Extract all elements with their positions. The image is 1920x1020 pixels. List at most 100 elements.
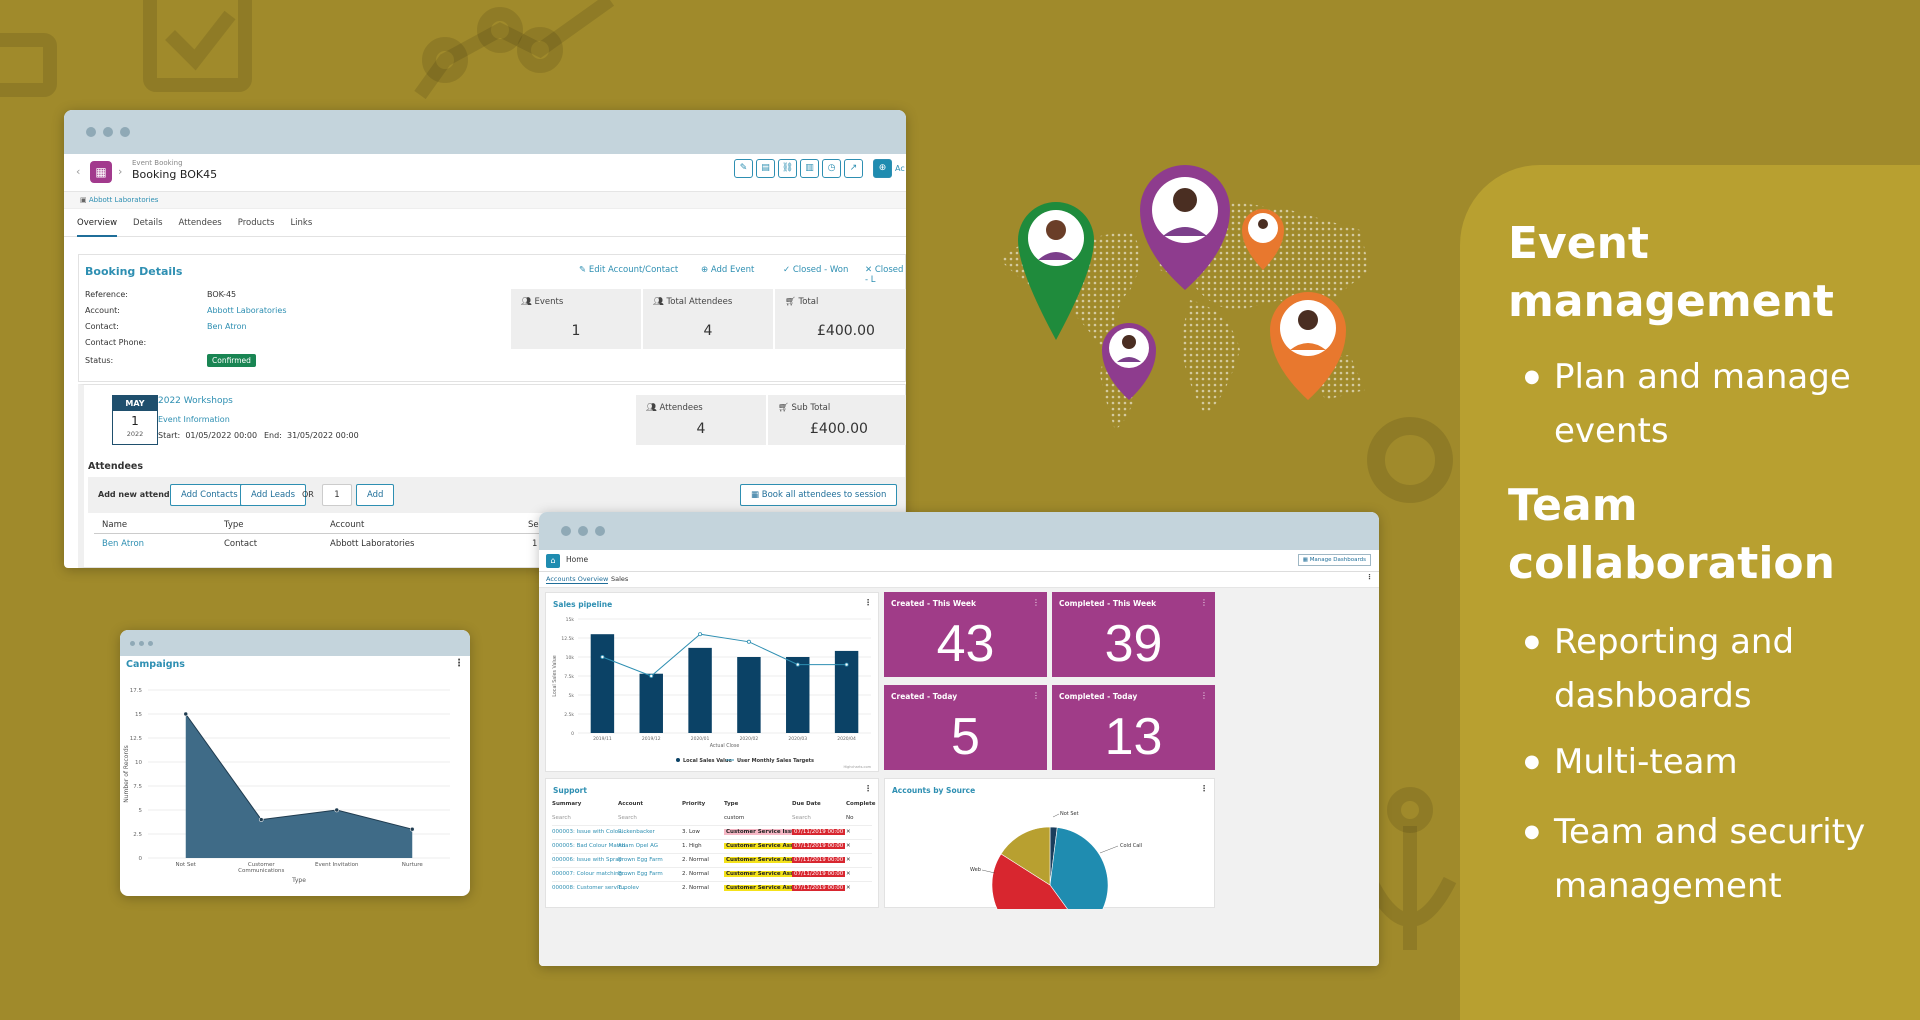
table-row[interactable]: 000008: Customer servic... Tupolev 2. Norm… xyxy=(552,881,872,895)
add-leads-button[interactable]: Add Leads xyxy=(240,484,307,506)
data-point[interactable] xyxy=(600,655,605,660)
bar[interactable] xyxy=(737,657,761,733)
kpi-tile-completed-week[interactable]: Completed - This Week ⋮ 39 xyxy=(1052,592,1215,677)
summary-link[interactable]: 000008: Customer servic... xyxy=(552,885,627,891)
related-account-link[interactable]: ▣ Abbott Laboratories xyxy=(64,192,906,209)
data-point[interactable] xyxy=(649,674,654,679)
event-name-link[interactable]: 2022 Workshops xyxy=(158,396,233,406)
col-sessions[interactable]: Sess xyxy=(528,520,548,530)
pie-slice-other[interactable] xyxy=(1000,826,1051,886)
summary-link[interactable]: 000006: Issue with Spray xyxy=(552,857,622,863)
tab-links[interactable]: Links xyxy=(290,217,313,228)
col-name[interactable]: Name xyxy=(102,520,128,530)
next-record-arrow-icon[interactable]: › xyxy=(118,165,123,178)
col-due-date[interactable]: Due Date xyxy=(792,801,821,807)
closed-lost-action[interactable]: ✕ Closed - L xyxy=(865,265,904,285)
external-link-icon[interactable]: ↗ xyxy=(844,159,863,178)
account-link[interactable]: Brown Egg Farm xyxy=(618,857,663,863)
table-row[interactable]: 000006: Issue with Spray Brown Egg Farm 2.… xyxy=(552,853,872,867)
tab-products[interactable]: Products xyxy=(237,217,275,228)
data-point[interactable] xyxy=(795,662,800,667)
bar[interactable] xyxy=(590,634,615,733)
home-label[interactable]: Home xyxy=(566,555,589,564)
event-information-link[interactable]: Event Information xyxy=(158,415,230,424)
more-options-icon[interactable]: ⋮ xyxy=(1366,573,1373,581)
more-options-icon[interactable]: ⋮ xyxy=(454,658,464,669)
bar[interactable] xyxy=(786,657,810,733)
more-options-icon[interactable]: ⋮ xyxy=(1200,691,1208,700)
kpi-tile-created-today[interactable]: Created - Today ⋮ 5 xyxy=(884,685,1047,770)
prev-record-arrow-icon[interactable]: ‹ xyxy=(76,165,81,178)
col-account[interactable]: Account xyxy=(618,801,644,807)
col-account[interactable]: Account xyxy=(330,520,365,530)
pie-slice-web[interactable] xyxy=(991,853,1084,909)
account-filter-input[interactable]: Search xyxy=(618,815,637,821)
add-contacts-button[interactable]: Add Contacts xyxy=(170,484,249,506)
quantity-input[interactable]: 1 xyxy=(322,484,352,506)
data-point[interactable] xyxy=(698,632,703,637)
due-date-filter-input[interactable]: Search xyxy=(792,815,811,821)
contact-link[interactable]: Ben Atron xyxy=(207,322,247,331)
account-link[interactable]: Tupolev xyxy=(618,885,640,891)
bar[interactable] xyxy=(639,673,663,733)
data-point[interactable] xyxy=(844,662,849,667)
data-point[interactable] xyxy=(409,826,415,832)
summary-link[interactable]: 000005: Bad Colour Match xyxy=(552,843,626,849)
account-link[interactable]: Adam Opel AG xyxy=(618,843,659,849)
home-icon[interactable]: ⌂ xyxy=(546,554,560,568)
pdf-icon[interactable]: ▥ xyxy=(800,159,819,178)
account-link[interactable]: Rickenbacker xyxy=(618,829,655,835)
table-row[interactable]: 000007: Colour matching... Brown Egg Farm… xyxy=(552,867,872,881)
kpi-tile-completed-today[interactable]: Completed - Today ⋮ 13 xyxy=(1052,685,1215,770)
more-options-icon[interactable]: ⋮ xyxy=(1032,691,1040,700)
col-type[interactable]: Type xyxy=(224,520,244,530)
add-button[interactable]: Add xyxy=(356,484,395,506)
summary-link[interactable]: 000003: Issue with Colou... xyxy=(552,829,627,835)
table-row[interactable]: 000005: Bad Colour Match Adam Opel AG 1. H… xyxy=(552,839,872,853)
edit-pencil-icon[interactable]: ✎ xyxy=(734,159,753,178)
manage-dashboards-button[interactable]: ▦ Manage Dashboards xyxy=(1297,554,1371,566)
account-link[interactable]: Abbott Laboratories xyxy=(207,306,287,315)
bar[interactable] xyxy=(688,647,712,733)
data-point[interactable] xyxy=(183,711,189,717)
book-all-attendees-button[interactable]: ▦ Book all attendees to session xyxy=(740,484,898,506)
more-options-icon[interactable]: ⋮ xyxy=(1032,598,1040,607)
type-filter-input[interactable]: custom xyxy=(724,815,745,821)
link-icon[interactable]: ⛓ xyxy=(778,159,797,178)
tab-attendees[interactable]: Attendees xyxy=(178,217,222,228)
bar[interactable] xyxy=(834,650,859,733)
account-link[interactable]: Brown Egg Farm xyxy=(618,871,663,877)
tab-details[interactable]: Details xyxy=(133,217,163,228)
legend-entry[interactable]: Local Sales Value xyxy=(683,758,732,764)
legend-entry[interactable]: User Monthly Sales Targets xyxy=(737,758,814,764)
col-type[interactable]: Type xyxy=(724,801,739,807)
document-icon[interactable]: ▤ xyxy=(756,159,775,178)
col-priority[interactable]: Priority xyxy=(682,801,706,807)
col-summary[interactable]: Summary xyxy=(552,801,582,807)
more-options-icon[interactable]: ⋮ xyxy=(1200,598,1208,607)
kpi-tile-created-week[interactable]: Created - This Week ⋮ 43 xyxy=(884,592,1047,677)
add-event-action[interactable]: ⊕ Add Event xyxy=(701,265,755,275)
edit-account-contact-action[interactable]: ✎ Edit Account/Contact xyxy=(579,265,679,275)
tab-sales[interactable]: Sales xyxy=(611,575,629,583)
closed-won-action[interactable]: ✓ Closed - Won xyxy=(783,265,849,275)
table-row[interactable]: 000003: Issue with Colou... Rickenbacker 3… xyxy=(552,825,872,839)
summary-link[interactable]: 000007: Colour matching... xyxy=(552,871,628,877)
complete-filter-select[interactable]: No xyxy=(846,815,854,821)
add-action-icon[interactable]: ⊕ xyxy=(873,159,892,178)
data-point[interactable] xyxy=(746,639,751,644)
summary-filter-input[interactable]: Search xyxy=(552,815,571,821)
more-options-icon[interactable]: ⋮ xyxy=(864,598,872,607)
data-point[interactable] xyxy=(334,807,340,813)
timer-icon[interactable]: ◷ xyxy=(822,159,841,178)
tab-accounts-overview[interactable]: Accounts Overview xyxy=(546,575,609,584)
tab-overview[interactable]: Overview xyxy=(77,209,118,237)
col-complete[interactable]: Complete xyxy=(846,801,876,807)
attendee-name-link[interactable]: Ben Atron xyxy=(102,539,145,549)
more-options-icon[interactable]: ⋮ xyxy=(1200,784,1208,793)
data-point[interactable] xyxy=(258,817,264,822)
more-options-icon[interactable]: ⋮ xyxy=(864,784,872,793)
actions-menu-label[interactable]: Ac xyxy=(895,164,905,173)
related-account-label[interactable]: Abbott Laboratories xyxy=(88,196,159,204)
pie-slice-cold-call[interactable] xyxy=(1049,827,1109,909)
